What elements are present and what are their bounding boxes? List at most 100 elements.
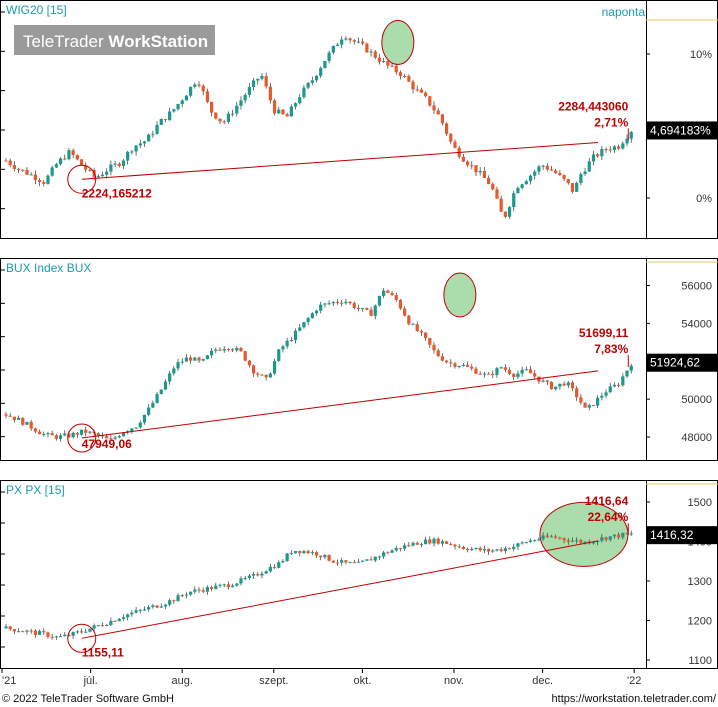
candle bbox=[499, 195, 503, 212]
trend-line[interactable] bbox=[81, 370, 599, 439]
trend-line[interactable] bbox=[81, 142, 599, 180]
candle bbox=[277, 348, 281, 362]
candle bbox=[147, 133, 151, 142]
candle bbox=[470, 546, 474, 551]
series-title[interactable]: WIG20 [15] bbox=[6, 3, 67, 17]
candle bbox=[58, 156, 63, 166]
candle bbox=[4, 623, 8, 629]
candle bbox=[29, 419, 33, 431]
x-tick-label: nov. bbox=[444, 675, 464, 687]
candle bbox=[205, 354, 210, 360]
candle bbox=[549, 165, 554, 172]
candle bbox=[235, 583, 239, 587]
candle bbox=[361, 38, 365, 46]
candle bbox=[516, 370, 520, 380]
candle bbox=[142, 414, 147, 425]
candle bbox=[96, 432, 100, 439]
candle bbox=[75, 431, 79, 439]
candle bbox=[335, 299, 340, 305]
candle bbox=[142, 606, 147, 611]
candle bbox=[319, 66, 323, 79]
candle bbox=[172, 599, 176, 604]
candle bbox=[155, 392, 159, 404]
candle bbox=[403, 543, 407, 551]
candle bbox=[377, 295, 382, 307]
candle bbox=[222, 583, 226, 588]
candle bbox=[168, 107, 172, 121]
candle bbox=[461, 545, 465, 550]
candle bbox=[239, 346, 243, 353]
candle bbox=[117, 162, 121, 168]
candle bbox=[96, 174, 100, 178]
x-tick-label: aug. bbox=[171, 675, 192, 687]
candle bbox=[42, 431, 46, 437]
candle bbox=[314, 309, 319, 316]
candle bbox=[432, 537, 436, 547]
candle bbox=[12, 628, 16, 635]
candle bbox=[138, 420, 142, 429]
y-tick-label: 54000 bbox=[681, 318, 712, 330]
candle bbox=[403, 306, 407, 317]
candle bbox=[184, 592, 189, 599]
bux-panel[interactable]: 4800050000520005400056000BUX Index BUX47… bbox=[0, 258, 718, 461]
candle bbox=[507, 206, 512, 219]
candle bbox=[344, 298, 348, 305]
candle bbox=[444, 122, 449, 137]
candle bbox=[491, 182, 495, 191]
candle bbox=[449, 132, 453, 145]
trend-start-label: 47949,06 bbox=[82, 437, 132, 451]
candle bbox=[84, 426, 88, 437]
candle bbox=[134, 145, 138, 156]
candle bbox=[554, 386, 558, 391]
candle bbox=[184, 353, 189, 362]
candle bbox=[54, 162, 58, 169]
last-value-box bbox=[647, 526, 717, 545]
candle bbox=[327, 50, 331, 64]
candle bbox=[625, 370, 629, 378]
last-value-box bbox=[647, 121, 717, 140]
candle bbox=[88, 628, 92, 633]
candle bbox=[444, 541, 449, 545]
trend-line[interactable] bbox=[81, 540, 599, 639]
candle bbox=[474, 547, 478, 551]
candle bbox=[205, 88, 210, 104]
candle bbox=[37, 178, 42, 187]
candle bbox=[424, 91, 428, 98]
candle bbox=[230, 109, 235, 117]
candle bbox=[117, 617, 121, 622]
footer-url-link[interactable]: https://workstation.teletrader.com/ bbox=[552, 693, 717, 705]
candle bbox=[533, 169, 537, 180]
candle bbox=[260, 373, 264, 376]
candle bbox=[16, 415, 21, 420]
candle bbox=[457, 365, 461, 369]
highlight-ellipse bbox=[443, 272, 477, 318]
candle bbox=[356, 37, 361, 44]
candle bbox=[109, 434, 113, 440]
candle bbox=[302, 321, 306, 329]
candle bbox=[226, 111, 230, 124]
candle bbox=[310, 76, 314, 86]
candle bbox=[340, 36, 344, 49]
candle bbox=[440, 113, 445, 126]
candle bbox=[545, 379, 549, 386]
candle bbox=[289, 550, 293, 555]
candle bbox=[243, 575, 247, 581]
candle bbox=[461, 154, 465, 162]
series-title[interactable]: BUX Index BUX bbox=[6, 261, 91, 275]
y-tick-label: 48000 bbox=[681, 432, 712, 444]
candle bbox=[612, 382, 617, 388]
candle bbox=[230, 348, 235, 352]
candle bbox=[331, 45, 335, 55]
y-tick-label: 56000 bbox=[681, 280, 712, 292]
candle bbox=[189, 591, 193, 597]
candle bbox=[201, 84, 205, 96]
series-title[interactable]: PX PX [15] bbox=[6, 483, 65, 497]
candle bbox=[256, 78, 260, 85]
candle bbox=[319, 301, 323, 314]
trend-start-label: 2224,165212 bbox=[82, 186, 152, 200]
px-panel[interactable]: 11001200130014001500PX PX [15]1155,11141… bbox=[0, 480, 718, 669]
panel-frame bbox=[0, 258, 718, 461]
last-value-label: 4,694183% bbox=[650, 123, 711, 137]
interval-label[interactable]: naponta bbox=[602, 5, 646, 19]
